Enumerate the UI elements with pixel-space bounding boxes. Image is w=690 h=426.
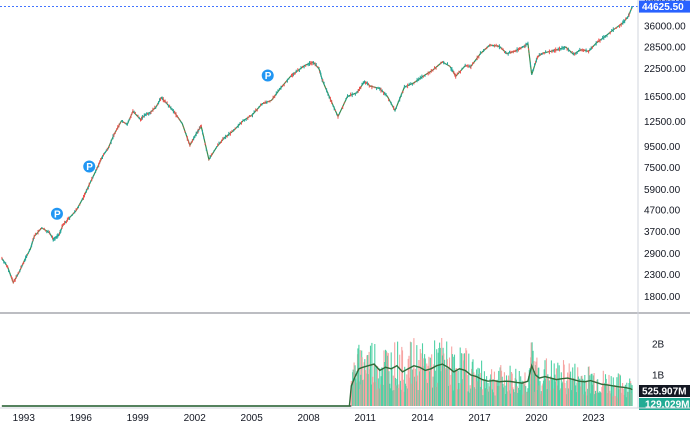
time-tick-label: 1993 [13,413,36,424]
volume-pane[interactable]: 2B 1B 525.907M 129.029M [1,338,690,411]
time-axis: 1993 1996 1999 2002 2005 2008 2011 2014 2017 2020… [13,413,605,424]
volume-value-label: 525.907M [639,385,690,398]
price-tick-label: 1800.00 [644,292,681,303]
time-tick-label: 2008 [298,413,321,424]
time-tick-label: 1996 [70,413,93,424]
volume-ma-label: 129.029M [639,398,690,411]
price-tick-label: 16500.00 [644,92,686,103]
split-marker-label: P [86,162,93,173]
split-markers[interactable]: P P P [50,69,274,221]
volume-bars [350,338,633,406]
volume-value-text: 525.907M [642,387,686,398]
last-price-label: 44625.50 [639,0,690,13]
price-series-line [1,6,633,285]
price-tick-label: 9500.00 [644,142,681,153]
price-tick-label: 2900.00 [644,249,681,260]
split-marker[interactable] [83,160,96,173]
price-tick-label: 36000.00 [644,21,686,32]
time-tick-label: 2002 [184,413,207,424]
price-tick-label: 12500.00 [644,117,686,128]
split-marker[interactable] [50,207,63,220]
price-tick-label: 3700.00 [644,227,681,238]
price-tick-label: 28500.00 [644,43,686,54]
price-tick-label: 2300.00 [644,270,681,281]
time-tick-label: 2005 [241,413,264,424]
price-y-axis: 48000.0036000.0028500.0022500.0016500.00… [644,0,686,303]
time-tick-label: 2017 [468,413,491,424]
time-tick-label: 2023 [582,413,605,424]
volume-tick-label: 1B [652,371,665,382]
price-candles [1,6,633,284]
time-tick-label: 2011 [354,413,376,424]
time-tick-label: 2020 [525,413,548,424]
split-marker-label: P [54,209,61,220]
volume-y-axis: 2B 1B [652,340,665,382]
price-pane[interactable]: 48000.0036000.0028500.0022500.0016500.00… [0,0,690,303]
volume-ma-line [1,363,633,407]
volume-tick-label: 2B [652,340,665,351]
price-tick-label: 5900.00 [644,185,681,196]
split-marker-label: P [265,71,272,82]
last-price-text: 44625.50 [642,2,684,13]
price-tick-label: 7500.00 [644,163,681,174]
split-marker[interactable] [261,69,274,82]
price-tick-label: 4700.00 [644,205,681,216]
time-tick-label: 1999 [127,413,150,424]
time-tick-label: 2014 [411,413,434,424]
price-tick-label: 22500.00 [644,64,686,75]
volume-ma-text: 129.029M [645,400,689,411]
